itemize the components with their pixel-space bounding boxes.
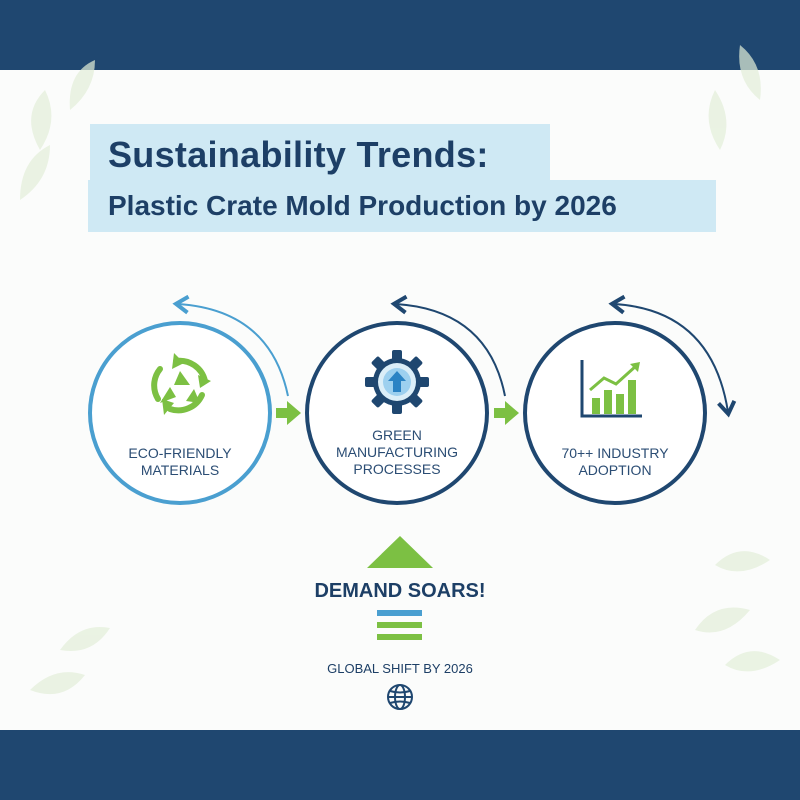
cycle-arrow-2: [390, 294, 506, 397]
cycle-arrow-1: [172, 294, 289, 397]
stripe-icon: [377, 610, 422, 640]
cycle-arrow-3: [608, 294, 737, 418]
step-label-2: GREEN MANUFACTURING PROCESSES: [335, 427, 459, 477]
title-highlight-2: [88, 180, 716, 232]
up-triangle-icon: [367, 536, 433, 568]
recycle-icon: [151, 353, 211, 415]
global-shift-label: GLOBAL SHIFT BY 2026: [327, 661, 473, 676]
title-line-1: Sustainability Trends:: [108, 134, 489, 175]
title-line-2: Plastic Crate Mold Production by 2026: [108, 190, 617, 221]
top-banner: [0, 0, 800, 70]
gear-upload-icon: [365, 350, 429, 414]
connector-arrow-1: [276, 401, 301, 425]
bar-chart-growth-icon: [580, 360, 642, 418]
step-label-1: ECO-FRIENDLY MATERIALS: [128, 445, 232, 478]
bottom-banner: [0, 730, 800, 800]
demand-headline: DEMAND SOARS!: [314, 580, 486, 602]
step-label-3: 70++ INDUSTRY ADOPTION: [561, 445, 669, 478]
globe-icon: [387, 684, 413, 710]
connector-arrow-2: [494, 401, 519, 425]
title-highlight-1: [90, 124, 550, 184]
